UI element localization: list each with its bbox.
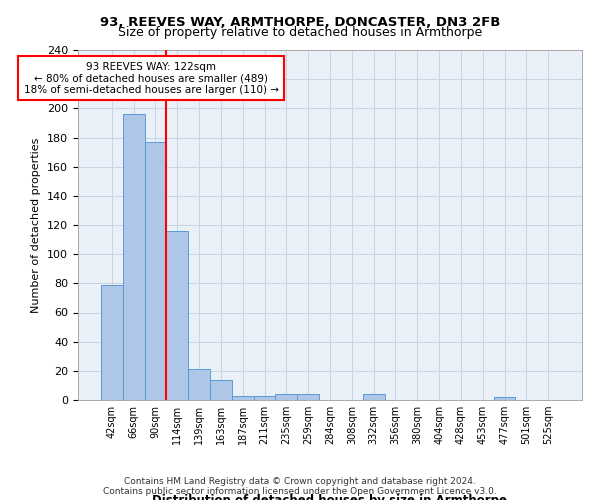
Text: Size of property relative to detached houses in Armthorpe: Size of property relative to detached ho…: [118, 26, 482, 39]
Bar: [101, 285, 123, 400]
Text: 93 REEVES WAY: 122sqm
← 80% of detached houses are smaller (489)
18% of semi-det: 93 REEVES WAY: 122sqm ← 80% of detached …: [23, 62, 278, 95]
Bar: [210, 380, 232, 400]
Bar: [145, 142, 166, 400]
Text: 93, REEVES WAY, ARMTHORPE, DONCASTER, DN3 2FB: 93, REEVES WAY, ARMTHORPE, DONCASTER, DN…: [100, 16, 500, 29]
Bar: [275, 394, 297, 400]
Bar: [494, 397, 515, 400]
Text: Contains HM Land Registry data © Crown copyright and database right 2024.
Contai: Contains HM Land Registry data © Crown c…: [103, 476, 497, 496]
Bar: [363, 394, 385, 400]
Bar: [297, 394, 319, 400]
Bar: [232, 396, 254, 400]
X-axis label: Distribution of detached houses by size in Armthorpe: Distribution of detached houses by size …: [152, 494, 508, 500]
Y-axis label: Number of detached properties: Number of detached properties: [31, 138, 41, 312]
Bar: [123, 114, 145, 400]
Bar: [166, 231, 188, 400]
Bar: [188, 370, 210, 400]
Bar: [254, 396, 275, 400]
